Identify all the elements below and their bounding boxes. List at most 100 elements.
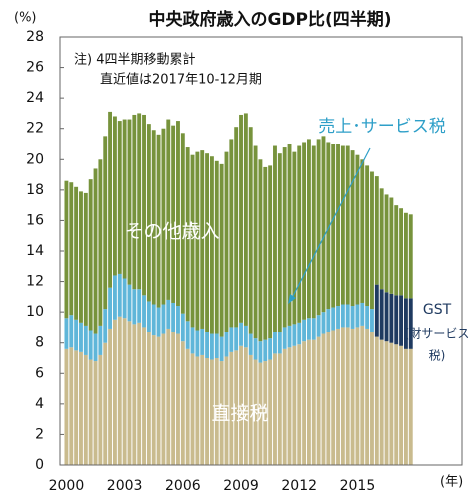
y-tick-label: 14 [26,243,44,259]
y-tick-label: 12 [26,274,44,290]
bar-segment [374,176,379,285]
bar-segment [69,315,74,348]
bar-segment [146,124,151,302]
bar-segment [142,327,146,465]
bar-segment [355,154,360,305]
bar-segment [185,321,190,349]
bar-segment [268,165,273,339]
bar-segment [306,339,311,465]
bar-segment [229,327,234,352]
bar-segment [224,356,229,465]
bar-segment [360,159,365,303]
bar-segment [132,289,137,325]
bar-segment [171,332,176,465]
bar-segment [403,348,408,465]
bar-segment [83,325,88,355]
bar-segment [239,345,243,465]
x-unit: (年) [440,475,463,490]
bar-segment [321,136,326,313]
bar-segment [292,324,297,346]
x-tick-label: 2006 [165,478,201,494]
bar-segment [365,165,370,307]
bar-segment [282,327,287,349]
bar-segment [137,322,142,465]
y-tick-label: 8 [35,335,44,351]
bar-segment [214,358,219,465]
bar-segment [142,114,146,296]
y-tick-label: 26 [26,60,44,76]
bar-segment [336,328,340,465]
bar-segment [224,332,229,357]
bar-segment [166,328,171,465]
bar-segment [234,127,239,328]
bar-segment [209,359,214,465]
bar-segment [316,139,321,316]
bar-segment [360,325,365,465]
bar-segment [287,144,292,326]
bar-segment [93,333,98,362]
bar-segment [263,361,268,465]
bar-segment [268,338,273,360]
note: 直近値は2017年10-12月期 [100,72,262,88]
bar-segment [142,295,146,328]
bar-segment [117,273,122,317]
bar-segment [389,197,394,294]
bar-segment [399,295,404,346]
x-tick-label: 2015 [340,478,376,494]
bar-segment [292,345,297,465]
bar-segment [379,339,384,465]
bar-segment [205,332,210,358]
bar-segment [273,353,277,465]
bar-segment [234,327,239,351]
bar-segment [297,344,302,465]
bar-segment [200,328,205,355]
bar-segment [408,214,413,299]
series-label: 売上･サービス税 [318,117,446,137]
bar-segment [195,356,200,465]
bar-segment [389,293,394,343]
bar-segment [127,284,132,322]
arrow-head [288,294,296,304]
bar-segment [394,205,399,296]
arrow [291,147,371,299]
bar-segment [64,348,69,465]
bar-segment [350,306,355,329]
bar-segment [156,336,161,465]
bar-segment [79,351,83,465]
bar-segment [127,321,132,465]
bar-segment [384,341,389,465]
x-tick-label: 2009 [223,478,259,494]
bar-segment [219,361,224,465]
bar-segment [214,333,219,358]
bars [64,111,413,465]
bar-segment [161,304,166,334]
bar-segment [156,307,161,337]
bar-segment [151,335,156,465]
bar-segment [331,307,336,331]
bar-segment [79,191,83,323]
bar-segment [302,142,307,320]
bar-segment [302,341,307,465]
bar-segment [287,347,292,465]
bar-segment [74,350,79,465]
bar-segment [345,145,350,305]
bar-segment [156,134,161,308]
bar-segment [180,341,185,465]
bar-segment [311,339,316,465]
bar-segment [350,150,355,307]
bar-segment [408,298,413,349]
bar-segment [176,121,180,307]
bar-segment [355,304,360,328]
bar-segment [176,333,180,465]
bar-segment [93,168,98,334]
bar-segment [326,309,331,333]
bar-segment [83,192,88,326]
bar-segment [190,353,195,465]
bar-segment [379,289,384,340]
bar-segment [74,319,79,351]
bar-segment [297,145,302,323]
bar-segment [112,116,117,276]
bar-segment [408,348,413,465]
bar-segment [263,339,268,362]
x-tick-label: 2012 [281,478,317,494]
